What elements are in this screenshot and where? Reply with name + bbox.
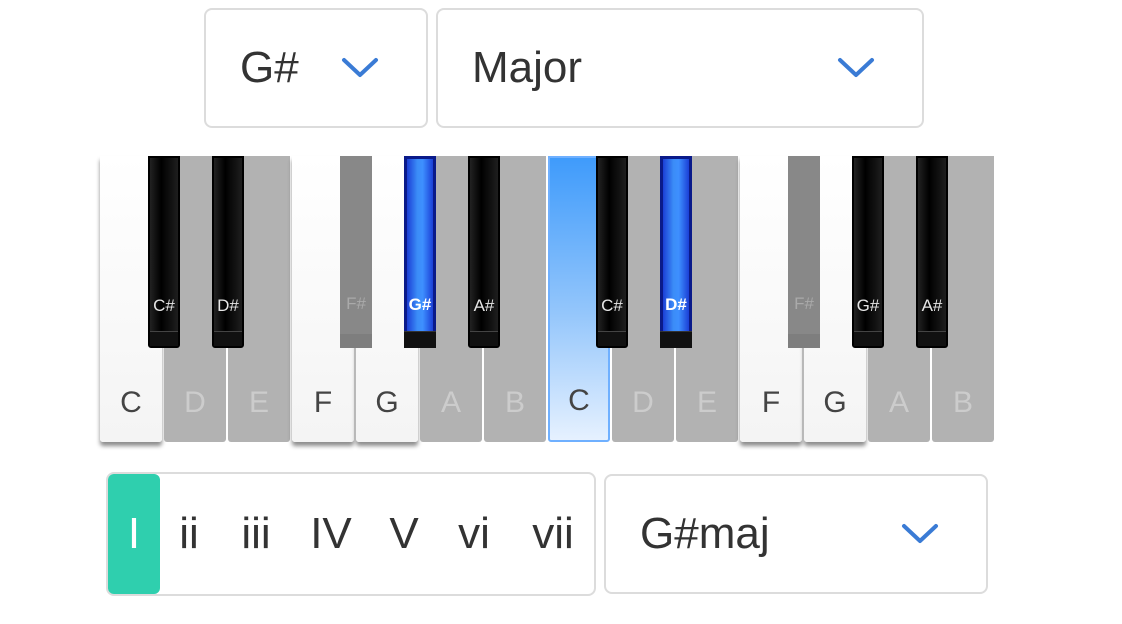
key-label: G# [856,296,880,315]
scale-select[interactable]: Major [436,8,924,128]
key-label: G [375,386,399,419]
key-label: A [888,386,909,419]
key-label: B [504,386,525,419]
root-note-select[interactable]: G# [204,8,428,128]
key-label: D [184,386,206,419]
chevron-down-icon [340,56,380,80]
key-label: C# [153,296,175,315]
key-label: A# [473,296,495,315]
chord-select[interactable]: G#maj [604,474,988,594]
chevron-down-icon [900,522,940,546]
key-label: F# [794,294,814,313]
root-note-value: G# [240,43,299,92]
piano-black-key[interactable]: C# [596,156,628,348]
key-label: C# [601,296,623,315]
key-label: F [313,386,333,419]
degree-tab-iii[interactable]: iii [241,509,271,558]
chord-value: G#maj [640,509,770,558]
key-label: F# [346,294,366,313]
key-label: A# [921,296,943,315]
piano-black-key[interactable]: F# [340,156,372,348]
piano-black-key[interactable]: D# [212,156,244,348]
key-label: C [120,386,142,419]
piano-black-key[interactable]: G# [852,156,884,348]
key-label: D# [217,296,239,315]
piano-black-key[interactable]: G# [404,156,436,348]
piano-black-key[interactable]: D# [660,156,692,348]
key-label: E [696,386,717,419]
degree-tab-ii[interactable]: ii [179,509,199,558]
degree-tab-IV[interactable]: IV [310,509,352,558]
key-label: A [440,386,461,419]
key-label: C [568,384,590,417]
piano-black-key[interactable]: A# [468,156,500,348]
degree-tab-vi[interactable]: vi [458,509,490,558]
chevron-down-icon [836,56,876,80]
piano-black-key[interactable]: C# [148,156,180,348]
degree-tab-vii[interactable]: vii [532,509,574,558]
key-label: G [823,386,847,419]
key-label: D [632,386,654,419]
key-label: B [952,386,973,419]
scale-value: Major [472,43,583,92]
degree-tab-I[interactable]: I [108,474,160,594]
key-label: E [248,386,269,419]
piano-black-key[interactable]: F# [788,156,820,348]
piano-keyboard: C D E F G A B C D E F G A B C# D# F# G# A# C# D# F# G# A# [100,156,996,446]
key-label: D# [665,295,687,314]
key-label: F [761,386,781,419]
key-label: G# [408,295,432,314]
degree-tab-V[interactable]: V [389,509,419,558]
piano-black-key[interactable]: A# [916,156,948,348]
